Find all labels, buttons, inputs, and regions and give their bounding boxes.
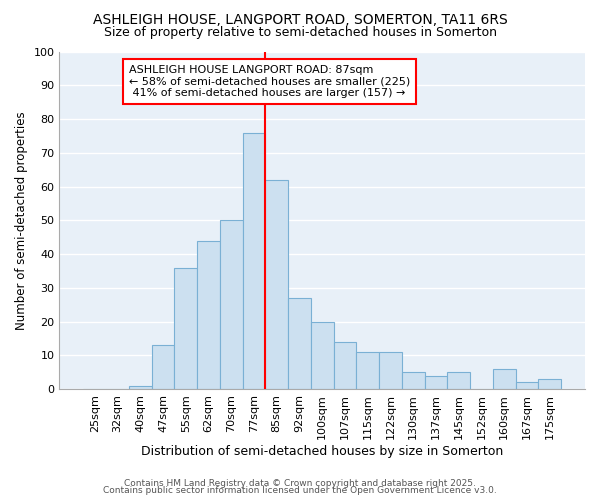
Bar (515, 382, 538, 389)
Bar (538, 379, 561, 389)
Text: Contains public sector information licensed under the Open Government Licence v3: Contains public sector information licen… (103, 486, 497, 495)
Text: ASHLEIGH HOUSE LANGPORT ROAD: 87sqm
← 58% of semi-detached houses are smaller (2: ASHLEIGH HOUSE LANGPORT ROAD: 87sqm ← 58… (129, 65, 410, 98)
Bar (311, 322, 334, 389)
Bar (197, 240, 220, 389)
Bar (152, 345, 175, 389)
Bar (402, 372, 425, 389)
Bar (379, 352, 402, 389)
Text: Size of property relative to semi-detached houses in Somerton: Size of property relative to semi-detach… (104, 26, 497, 39)
Bar (242, 132, 265, 389)
Bar (493, 369, 515, 389)
Bar (129, 386, 152, 389)
Text: Contains HM Land Registry data © Crown copyright and database right 2025.: Contains HM Land Registry data © Crown c… (124, 478, 476, 488)
Y-axis label: Number of semi-detached properties: Number of semi-detached properties (15, 111, 28, 330)
Bar (220, 220, 242, 389)
Bar (265, 180, 288, 389)
Text: ASHLEIGH HOUSE, LANGPORT ROAD, SOMERTON, TA11 6RS: ASHLEIGH HOUSE, LANGPORT ROAD, SOMERTON,… (92, 12, 508, 26)
Bar (334, 342, 356, 389)
Bar (425, 376, 448, 389)
Bar (175, 268, 197, 389)
X-axis label: Distribution of semi-detached houses by size in Somerton: Distribution of semi-detached houses by … (141, 444, 503, 458)
Bar (448, 372, 470, 389)
Bar (356, 352, 379, 389)
Bar (288, 298, 311, 389)
